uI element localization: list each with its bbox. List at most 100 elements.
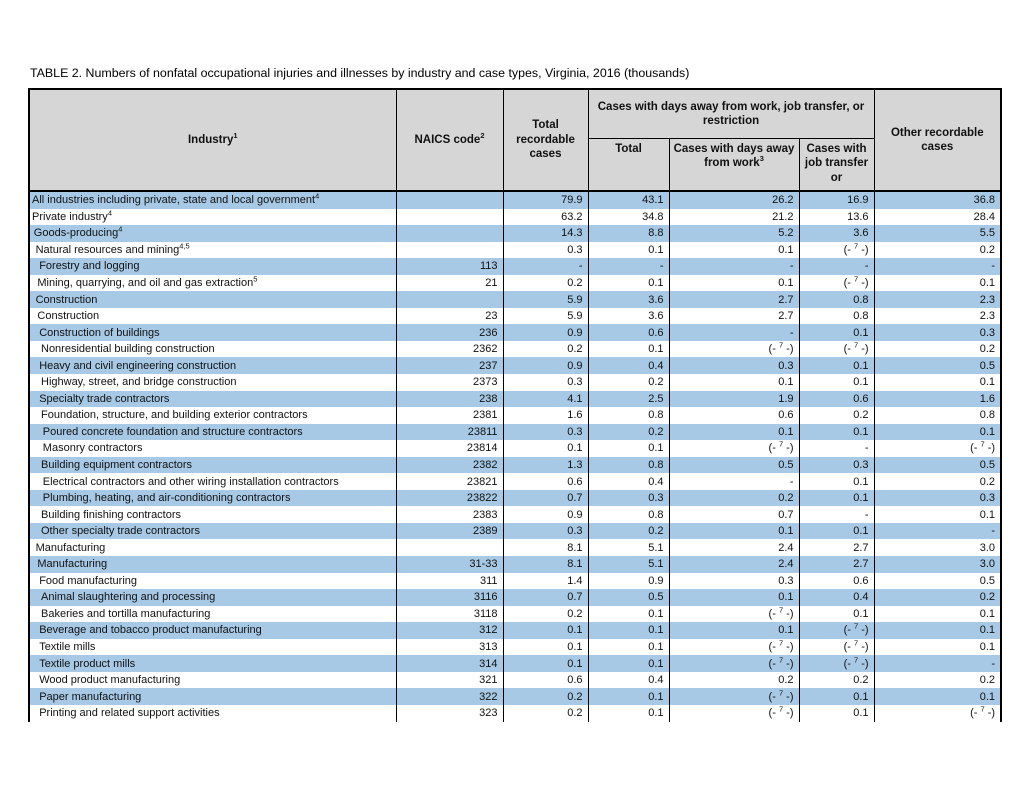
table-row: Building equipment contractors 2382 1.3 0.8… [28, 456, 1002, 474]
industry-cell: Heavy and civil engineering construction [28, 357, 397, 375]
table-row: Nonresidential building construction 2362… [28, 340, 1002, 358]
naics-cell [395, 291, 504, 308]
value-cell: 4.1 [502, 390, 589, 408]
industry-cell: Food manufacturing [28, 572, 397, 590]
footnote-sup: 7 [778, 340, 784, 350]
footnote-sup: 7 [980, 440, 985, 449]
value-cell: 0.7 [502, 489, 589, 507]
footnote-sup: 7 [853, 622, 859, 631]
value-cell: 0.8 [873, 407, 1002, 424]
value-cell: 3.0 [873, 539, 1002, 557]
naics-cell: 323 [395, 704, 504, 722]
value-cell: (- 7 -) [873, 440, 1002, 457]
value-cell: 0.1 [873, 638, 1002, 656]
value-cell: 0.1 [873, 605, 1002, 623]
value-cell: 0.1 [873, 274, 1002, 292]
value-cell: 0.5 [668, 456, 800, 474]
naics-cell: 237 [395, 357, 504, 375]
value-cell: 3.6 [798, 225, 875, 242]
naics-cell: 2382 [395, 456, 504, 474]
value-cell: 3.6 [587, 291, 670, 308]
value-cell: 0.2 [502, 340, 589, 358]
industry-cell: Building equipment contractors [28, 456, 397, 474]
value-cell: - [798, 258, 875, 275]
table-row: Foundation, structure, and building exte… [28, 407, 1002, 424]
industry-cell: Specialty trade contractors [28, 390, 397, 408]
footnote-sup: 7 [853, 638, 859, 648]
value-cell: 0.2 [587, 423, 670, 441]
naics-cell [395, 539, 504, 557]
industry-cell: Wood product manufacturing [28, 671, 397, 689]
value-cell: 34.8 [587, 208, 670, 226]
value-cell: 0.1 [587, 704, 670, 722]
value-cell: 0.2 [668, 671, 800, 689]
industry-cell: Electrical contractors and other wiring … [28, 473, 397, 490]
table-row: Manufacturing 8.1 5.1 2.4 2.7 3.0 [28, 539, 1002, 557]
value-cell: 14.3 [502, 225, 589, 242]
value-cell: 0.3 [502, 522, 589, 540]
table-row: Electrical contractors and other wiring … [28, 473, 1002, 490]
value-cell: 36.8 [873, 191, 1002, 209]
value-cell: 2.4 [668, 539, 800, 557]
naics-cell: 238 [395, 390, 504, 408]
footnote-sup: 4 [118, 225, 123, 234]
value-cell: 21.2 [668, 208, 800, 226]
naics-cell: 23822 [395, 489, 504, 507]
naics-cell: 236 [395, 324, 504, 341]
value-cell: 0.1 [502, 655, 589, 672]
value-cell: 0.1 [798, 522, 875, 540]
value-cell: 5.1 [587, 539, 670, 557]
value-cell: 5.1 [587, 556, 670, 573]
statistics-table-container: Industry1 NAICS code2 Total recordable c… [28, 88, 1003, 722]
industry-cell: Construction of buildings [28, 324, 397, 341]
table-row: Mining, quarrying, and oil and gas extra… [28, 274, 1002, 292]
footnote-sup: 4 [107, 208, 112, 218]
value-cell: 13.6 [798, 208, 875, 226]
value-cell: 0.8 [587, 456, 670, 474]
value-cell: 0.1 [873, 622, 1002, 639]
table-row: Highway, street, and bridge construction… [28, 374, 1002, 391]
value-cell: (- 7 -) [798, 622, 875, 639]
value-cell: (- 7 -) [668, 440, 800, 457]
value-cell: 0.2 [502, 704, 589, 722]
industry-cell: Beverage and tobacco product manufacturi… [28, 622, 397, 639]
value-cell: 0.1 [587, 688, 670, 705]
naics-cell: 23811 [395, 423, 504, 441]
naics-cell: 3118 [395, 605, 504, 623]
footnote-sup: 1 [233, 130, 238, 140]
value-cell: 0.7 [668, 506, 800, 523]
value-cell: 0.5 [873, 572, 1002, 590]
naics-cell: 2362 [395, 340, 504, 358]
value-cell: 5.2 [668, 225, 800, 242]
table-row: Manufacturing 31-33 8.1 5.1 2.4 2.7 3.0 [28, 556, 1002, 573]
naics-cell [395, 241, 504, 259]
value-cell: 0.1 [587, 605, 670, 623]
value-cell: 0.2 [587, 374, 670, 391]
footnote-sup: 3 [759, 154, 764, 164]
value-cell: 0.8 [798, 307, 875, 325]
value-cell: 0.2 [873, 473, 1002, 490]
value-cell: (- 7 -) [798, 655, 875, 672]
table-row: Building finishing contractors 2383 0.9 0.8… [28, 506, 1002, 523]
value-cell: 79.9 [502, 191, 589, 209]
value-cell: 0.1 [668, 622, 800, 639]
industry-cell: Other specialty trade contractors [28, 522, 397, 540]
value-cell: 2.7 [798, 539, 875, 557]
value-cell: 0.1 [668, 522, 800, 540]
table-row: Private industry4 63.2 34.8 21.2 13.6 28.4 [28, 208, 1002, 226]
value-cell: 0.1 [798, 688, 875, 705]
value-cell: 0.1 [798, 374, 875, 391]
value-cell: 5.5 [873, 225, 1002, 242]
value-cell: - [587, 258, 670, 275]
industry-cell: Nonresidential building construction [28, 340, 397, 358]
value-cell: 0.2 [502, 688, 589, 705]
industry-cell: Textile mills [28, 638, 397, 656]
column-header-total-recordable-cases: Total recordable cases [502, 88, 589, 192]
value-cell: - [873, 258, 1002, 275]
value-cell: 0.2 [798, 407, 875, 424]
value-cell: 2.4 [668, 556, 800, 573]
value-cell: 0.2 [873, 671, 1002, 689]
value-cell: (- 7 -) [798, 340, 875, 358]
value-cell: - [668, 473, 800, 490]
value-cell: 0.1 [587, 638, 670, 656]
